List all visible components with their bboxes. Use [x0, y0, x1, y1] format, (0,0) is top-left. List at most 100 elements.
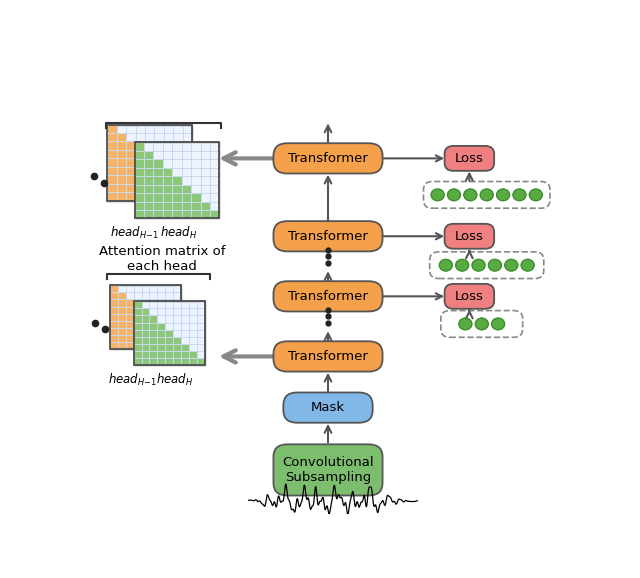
- FancyBboxPatch shape: [273, 341, 383, 372]
- Bar: [150, 351, 157, 358]
- Text: Mask: Mask: [311, 401, 345, 414]
- Circle shape: [464, 189, 477, 201]
- Bar: [200, 202, 210, 210]
- Bar: [163, 202, 172, 210]
- Bar: [157, 323, 165, 329]
- Circle shape: [456, 260, 468, 271]
- Bar: [116, 192, 126, 201]
- FancyBboxPatch shape: [441, 310, 523, 338]
- Bar: [108, 133, 116, 142]
- Bar: [173, 358, 181, 365]
- Bar: [136, 184, 145, 192]
- Bar: [141, 342, 150, 349]
- Bar: [134, 321, 141, 328]
- Bar: [134, 335, 141, 342]
- Text: $head_H$: $head_H$: [156, 372, 193, 388]
- Bar: [134, 210, 144, 218]
- Bar: [110, 342, 118, 349]
- Bar: [134, 176, 144, 184]
- Bar: [108, 192, 116, 201]
- Bar: [154, 184, 164, 192]
- Bar: [150, 323, 157, 329]
- Bar: [181, 344, 189, 351]
- Bar: [108, 175, 116, 184]
- Bar: [210, 210, 220, 218]
- Bar: [118, 328, 125, 335]
- Bar: [110, 328, 118, 335]
- Bar: [126, 175, 136, 184]
- Bar: [163, 176, 172, 184]
- FancyBboxPatch shape: [429, 252, 544, 279]
- Bar: [197, 358, 205, 365]
- Bar: [150, 337, 157, 344]
- Bar: [191, 202, 200, 210]
- Bar: [134, 344, 141, 351]
- Bar: [165, 344, 173, 351]
- Bar: [165, 335, 173, 342]
- Bar: [150, 316, 157, 323]
- Bar: [110, 285, 118, 292]
- Bar: [150, 358, 157, 365]
- Bar: [173, 342, 181, 349]
- Bar: [141, 328, 150, 335]
- Bar: [110, 285, 181, 349]
- Bar: [157, 358, 165, 365]
- Bar: [154, 175, 164, 184]
- Bar: [118, 292, 125, 299]
- Bar: [108, 150, 116, 158]
- Text: Convolutional
Subsampling: Convolutional Subsampling: [282, 456, 374, 484]
- Bar: [110, 306, 118, 314]
- Bar: [108, 124, 192, 201]
- Bar: [141, 316, 150, 323]
- Bar: [141, 329, 150, 337]
- Bar: [134, 342, 141, 349]
- FancyBboxPatch shape: [273, 444, 383, 495]
- Text: Loss: Loss: [455, 290, 484, 303]
- Bar: [165, 337, 173, 344]
- Bar: [136, 158, 145, 167]
- Circle shape: [431, 189, 444, 201]
- Bar: [145, 175, 154, 184]
- Text: Transformer: Transformer: [288, 290, 368, 303]
- Bar: [144, 160, 154, 168]
- Bar: [182, 192, 192, 201]
- Bar: [136, 150, 145, 158]
- Circle shape: [488, 260, 501, 271]
- Bar: [157, 329, 165, 337]
- Circle shape: [497, 189, 509, 201]
- Bar: [108, 158, 116, 167]
- Text: Transformer: Transformer: [288, 152, 368, 165]
- Bar: [191, 193, 200, 202]
- Bar: [116, 158, 126, 167]
- Bar: [141, 335, 150, 342]
- Bar: [134, 193, 144, 202]
- Circle shape: [492, 318, 504, 329]
- Bar: [126, 158, 136, 167]
- Bar: [141, 337, 150, 344]
- Bar: [154, 176, 163, 184]
- Bar: [141, 358, 150, 365]
- Bar: [118, 299, 125, 306]
- Bar: [173, 344, 181, 351]
- Bar: [110, 292, 118, 299]
- Text: $head_H$: $head_H$: [159, 225, 197, 241]
- Text: Transformer: Transformer: [288, 230, 368, 243]
- Bar: [150, 321, 157, 328]
- Bar: [172, 210, 182, 218]
- Bar: [173, 184, 182, 192]
- Text: Loss: Loss: [455, 230, 484, 243]
- FancyBboxPatch shape: [445, 146, 494, 171]
- Bar: [173, 351, 181, 358]
- Bar: [182, 210, 191, 218]
- Bar: [118, 314, 125, 321]
- Bar: [110, 321, 118, 328]
- Bar: [172, 184, 182, 193]
- Bar: [150, 335, 157, 342]
- Bar: [116, 175, 126, 184]
- Bar: [134, 306, 141, 314]
- Circle shape: [447, 189, 460, 201]
- Bar: [172, 193, 182, 202]
- Bar: [125, 342, 134, 349]
- Bar: [157, 344, 165, 351]
- Circle shape: [476, 318, 488, 329]
